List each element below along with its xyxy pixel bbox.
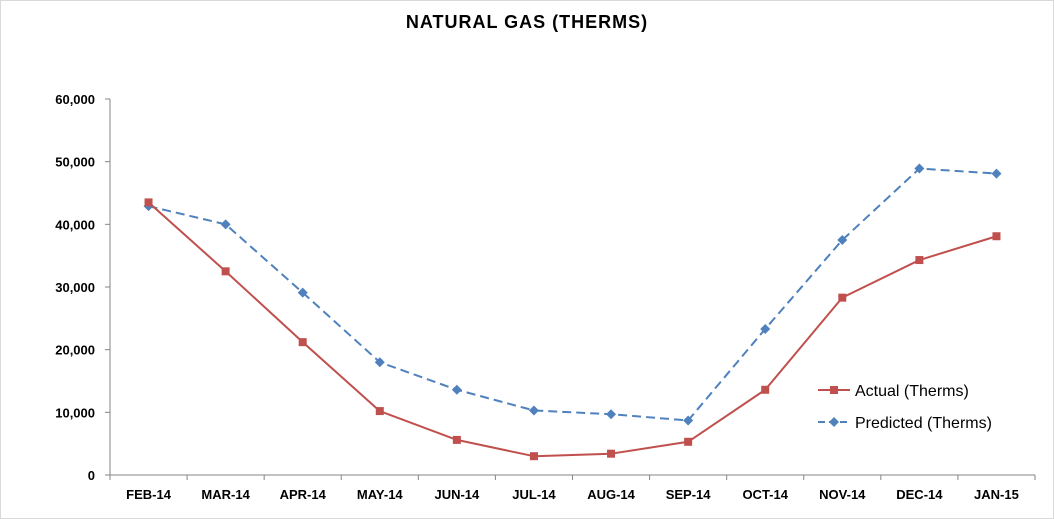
- y-tick-label: 50,000: [55, 155, 95, 170]
- data-point-predicted: [683, 415, 694, 426]
- data-point-actual: [529, 452, 538, 461]
- y-tick-label: 30,000: [55, 280, 95, 295]
- y-tick-label: 0: [88, 468, 95, 483]
- legend: Actual (Therms) Predicted (Therms): [818, 383, 992, 432]
- x-tick-label: NOV-14: [819, 487, 866, 502]
- data-point-actual: [452, 435, 461, 444]
- series-line-predicted: [148, 167, 997, 422]
- data-point-actual: [221, 267, 230, 276]
- x-tick-label: OCT-14: [742, 487, 788, 502]
- data-point-predicted: [528, 405, 539, 416]
- x-tick-label: DEC-14: [896, 487, 943, 502]
- data-point-predicted: [760, 323, 771, 334]
- data-point-predicted: [451, 384, 462, 395]
- data-point-actual: [144, 198, 153, 207]
- data-point-actual: [684, 437, 693, 446]
- series-actual: [144, 198, 1001, 461]
- x-tick-label: JUN-14: [434, 487, 480, 502]
- series-group: [143, 163, 1002, 461]
- x-tick-label: APR-14: [280, 487, 327, 502]
- data-point-actual: [298, 338, 307, 347]
- x-tick-label: FEB-14: [126, 487, 172, 502]
- y-tick-label: 60,000: [55, 92, 95, 107]
- x-tick-label: JUL-14: [512, 487, 556, 502]
- data-point-actual: [375, 407, 384, 416]
- data-point-actual: [915, 256, 924, 265]
- data-point-predicted: [606, 409, 617, 420]
- data-point-predicted: [914, 163, 925, 174]
- legend-label: Actual (Therms): [855, 383, 969, 400]
- legend-swatch-marker: [829, 417, 839, 427]
- y-tick-label: 20,000: [55, 343, 95, 358]
- legend-item-actual: Actual (Therms): [818, 383, 969, 400]
- y-tick-label: 10,000: [55, 405, 95, 420]
- x-tick-label: AUG-14: [587, 487, 635, 502]
- x-tick-label: MAY-14: [357, 487, 404, 502]
- axes: 0 10,000 20,000 30,000 40,000 50,000 60,000 FEB…: [55, 92, 1036, 502]
- x-tick-label: MAR-14: [201, 487, 250, 502]
- data-point-actual: [607, 449, 616, 458]
- data-point-actual: [992, 232, 1001, 241]
- data-point-predicted: [837, 235, 848, 245]
- data-point-actual: [838, 293, 847, 302]
- data-point-predicted: [374, 357, 385, 368]
- data-point-predicted: [991, 168, 1002, 179]
- data-point-actual: [761, 385, 770, 394]
- legend-item-predicted: Predicted (Therms): [818, 415, 992, 432]
- y-tick-label: 40,000: [55, 217, 95, 232]
- series-line-actual: [147, 201, 997, 458]
- data-point-predicted: [297, 287, 308, 298]
- x-tick-label: JAN-15: [974, 487, 1019, 502]
- legend-label: Predicted (Therms): [855, 415, 992, 432]
- legend-swatch-marker: [830, 386, 838, 394]
- data-point-predicted: [220, 219, 231, 230]
- chart-title: NATURAL GAS (THERMS): [405, 12, 649, 32]
- x-tick-label: SEP-14: [666, 487, 712, 502]
